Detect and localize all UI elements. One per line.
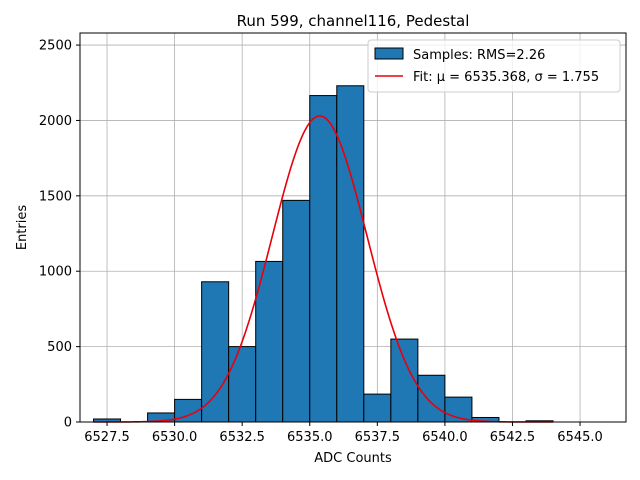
legend-swatch-histogram (374, 47, 404, 60)
x-tick-label-1: 6530.0 (152, 430, 198, 445)
x-tick-label-6: 6542.5 (490, 430, 536, 445)
y-tick-label-1: 500 (47, 340, 72, 355)
x-tick-label-3: 6535.0 (287, 430, 333, 445)
y-axis-ticks: 0 500 1000 1500 2000 2500 (39, 39, 80, 431)
y-tick-label-0: 0 (64, 416, 72, 431)
legend-label-fit: Fit: μ = 6535.368, σ = 1.755 (413, 70, 599, 85)
legend-box (367, 39, 621, 93)
histogram-bar-4 (201, 281, 230, 423)
legend: Samples: RMS=2.26 Fit: μ = 6535.368, σ =… (367, 39, 621, 93)
y-tick-label-2: 1000 (39, 265, 72, 280)
x-tick-label-0: 6527.5 (84, 430, 130, 445)
histogram-bars (93, 85, 554, 423)
chart-title: Run 599, channel116, Pedestal (237, 12, 470, 30)
x-tick-label-5: 6540.0 (422, 430, 468, 445)
histogram-bar-10 (363, 393, 392, 423)
y-tick-label-3: 1500 (39, 189, 72, 204)
fit-curve (93, 115, 554, 423)
y-tick-label-4: 2000 (39, 114, 72, 129)
x-axis-label: ADC Counts (314, 451, 392, 466)
histogram-bar-9 (336, 85, 365, 423)
histogram-bar-7 (282, 199, 311, 423)
histogram-bar-12 (417, 374, 446, 423)
legend-label-histogram: Samples: RMS=2.26 (413, 48, 545, 63)
histogram-bar-5 (228, 346, 257, 423)
y-axis-label: Entries (15, 205, 30, 251)
y-tick-label-5: 2500 (39, 39, 72, 54)
axes-frame (79, 32, 627, 423)
x-tick-label-4: 6537.5 (355, 430, 401, 445)
histogram-bar-8 (309, 95, 338, 423)
x-tick-label-2: 6532.5 (219, 430, 265, 445)
x-axis-ticks: 6527.5 6530.0 6532.5 6535.0 6537.5 6540.0 6542… (84, 422, 603, 445)
fit-curve-group (93, 115, 554, 423)
x-tick-label-7: 6545.0 (557, 430, 603, 445)
